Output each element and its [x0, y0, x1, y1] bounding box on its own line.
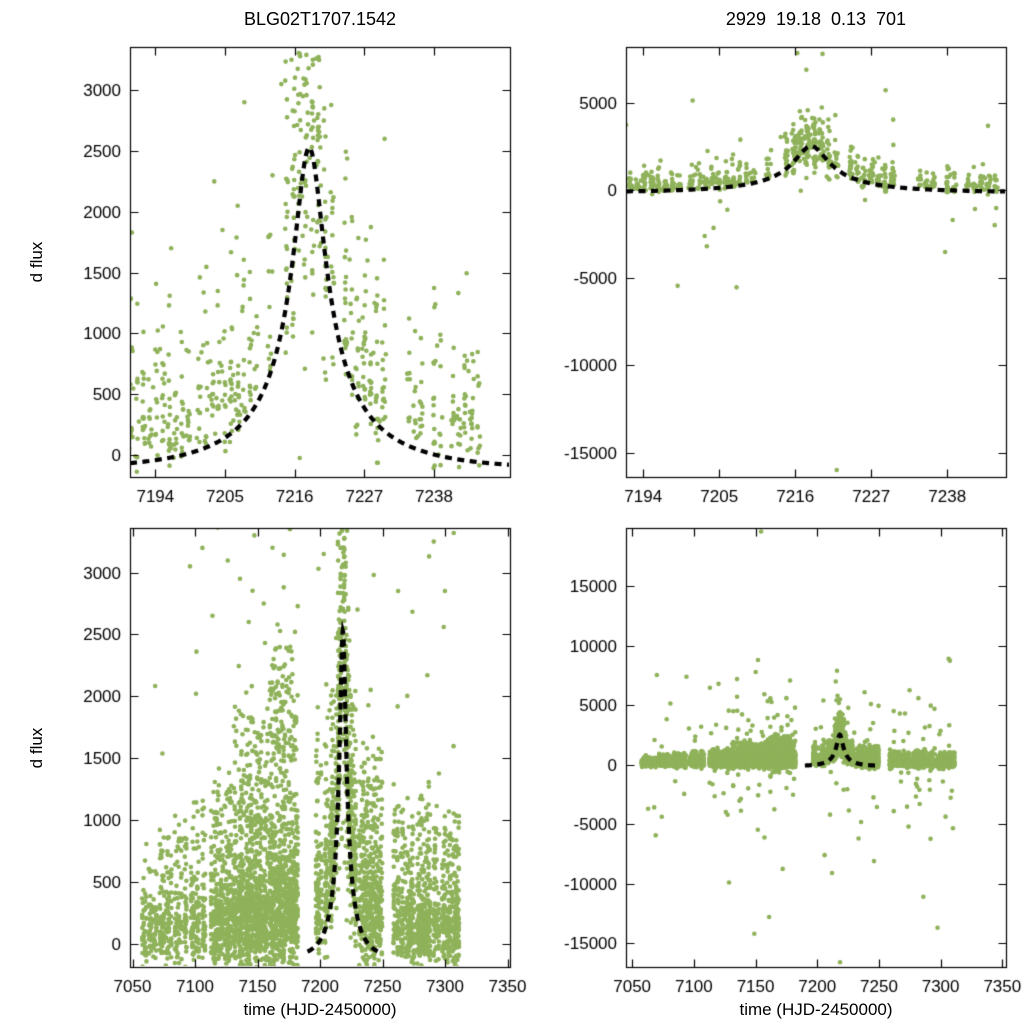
panel-title-object-id: BLG02T1707.1542 — [243, 9, 397, 29]
y-axis-label-bottom: d flux — [27, 727, 46, 769]
x-axis-label-left: time (HJD-2450000) — [243, 1000, 397, 1019]
panel-title-fit-parameters: 2929 19.18 0.13 701 — [725, 9, 907, 29]
y-axis-label-top: d flux — [27, 241, 46, 283]
x-axis-label-right: time (HJD-2450000) — [739, 1000, 893, 1019]
